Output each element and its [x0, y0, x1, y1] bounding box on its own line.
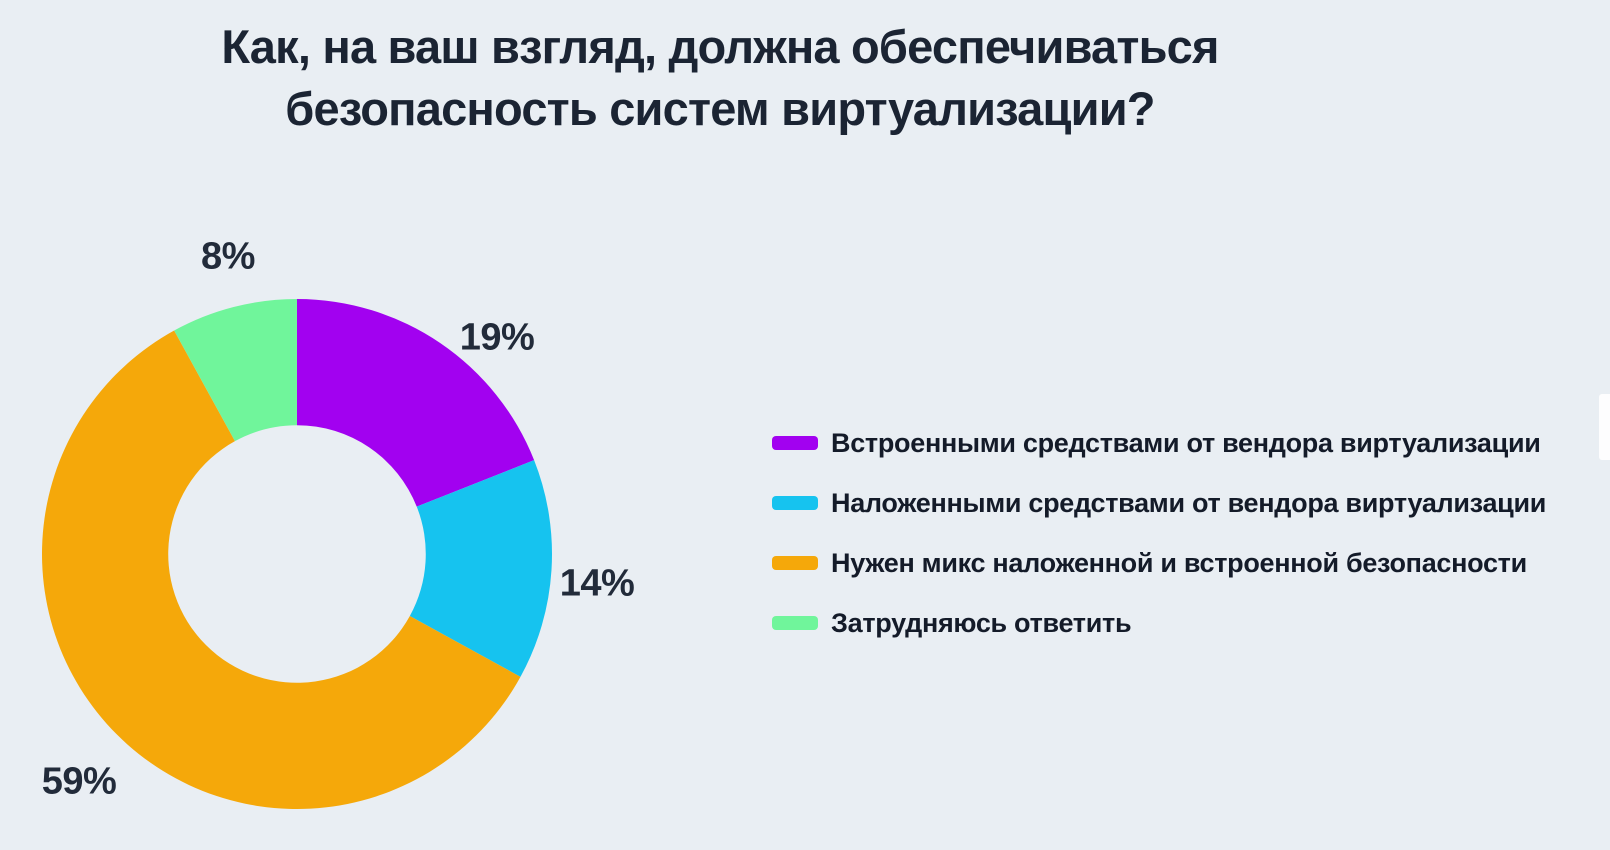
legend-label: Встроенными средствами от вендора виртуа… [831, 427, 1541, 458]
legend-item-overlay: Наложенными средствами от вендора виртуа… [772, 486, 1546, 520]
donut-slice-3 [174, 299, 297, 442]
legend-label: Нужен микс наложенной и встроенной безоп… [831, 547, 1527, 578]
donut-slice-1 [409, 460, 552, 677]
legend-swatch-cyan [772, 496, 818, 510]
cropped-edge-card [1599, 394, 1610, 460]
slice-value-label-overlay: 14% [559, 562, 635, 605]
legend-swatch-orange [772, 556, 818, 570]
slice-value-label-builtin: 19% [459, 316, 535, 359]
legend-swatch-green [772, 616, 818, 630]
legend-item-mix: Нужен микс наложенной и встроенной безоп… [772, 546, 1546, 580]
legend-item-builtin: Встроенными средствами от вендора виртуа… [772, 426, 1546, 460]
donut-chart-svg [42, 299, 552, 809]
legend-label: Наложенными средствами от вендора виртуа… [831, 487, 1547, 518]
donut-slice-0 [297, 299, 535, 507]
slice-value-label-mix: 59% [41, 760, 117, 803]
legend-label: Затрудняюсь ответить [831, 607, 1132, 638]
legend-item-undecided: Затрудняюсь ответить [772, 606, 1546, 640]
chart-title-line-1: Как, на ваш взгляд, должна обеспечиватьс… [221, 20, 1219, 73]
slice-value-label-undecided: 8% [201, 235, 255, 278]
legend: Встроенными средствами от вендора виртуа… [772, 426, 1546, 666]
chart-title-line-2: безопасность систем виртуализации? [285, 82, 1155, 135]
chart-title: Как, на ваш взгляд, должна обеспечиватьс… [0, 16, 1440, 140]
legend-swatch-purple [772, 436, 818, 450]
donut-slice-2 [42, 330, 521, 809]
